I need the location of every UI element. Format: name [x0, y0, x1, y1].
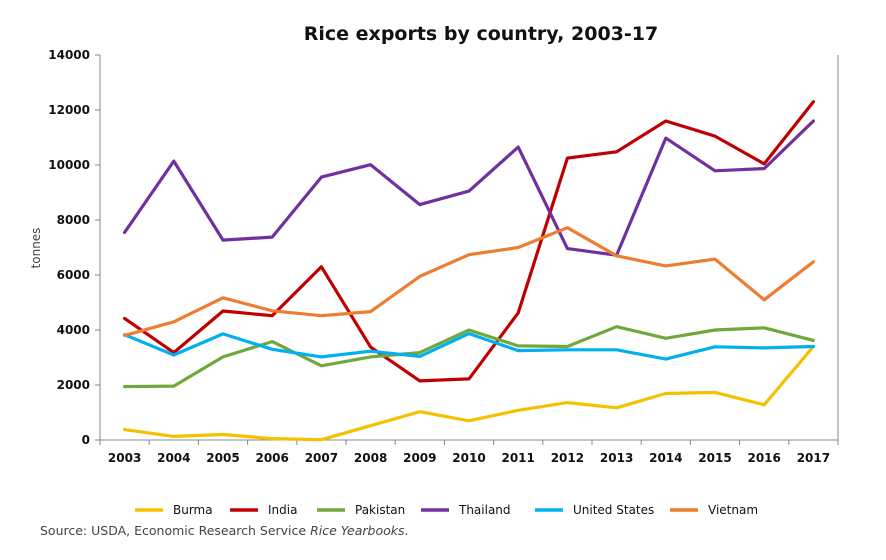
plot-area — [99, 55, 839, 441]
legend-label-vietnam: Vietnam — [708, 503, 758, 517]
y-tick-label: 0 — [82, 433, 90, 447]
source-prefix: Source: USDA, Economic Research Service — [40, 523, 311, 538]
y-tick-label: 4000 — [57, 323, 90, 337]
y-tick-label: 14000 — [48, 48, 90, 62]
x-tick-label: 2009 — [403, 451, 436, 465]
series-line-united-states — [122, 332, 816, 361]
x-tick-label: 2017 — [797, 451, 830, 465]
y-tick-label: 6000 — [57, 268, 90, 282]
x-tick-label: 2012 — [551, 451, 584, 465]
x-tick-label: 2007 — [305, 451, 338, 465]
legend-label-india: India — [268, 503, 297, 517]
x-tick-label: 2013 — [600, 451, 633, 465]
x-tick-label: 2003 — [108, 451, 141, 465]
series-line-india — [122, 100, 816, 383]
series-line-thailand — [122, 119, 816, 257]
x-tick-label: 2015 — [698, 451, 731, 465]
chart-title: Rice exports by country, 2003-17 — [304, 23, 658, 45]
series-line-vietnam — [122, 226, 816, 338]
x-tick-label: 2016 — [747, 451, 780, 465]
source-italic: Rice Yearbooks — [310, 523, 405, 538]
series-line-pakistan — [122, 325, 816, 389]
source-suffix: . — [404, 523, 409, 538]
y-tick-label: 12000 — [48, 103, 90, 117]
y-tick-label: 8000 — [57, 213, 90, 227]
legend-label-pakistan: Pakistan — [355, 503, 405, 517]
source-note: Source: USDA, Economic Research Service … — [40, 523, 409, 538]
y-tick-label: 2000 — [57, 378, 90, 392]
x-axis: 2003 2004 2005 2006 2007 2008 2009 2010 2011 2012… — [99, 440, 839, 465]
x-tick-label: 2005 — [206, 451, 239, 465]
legend: Burma India Pakistan Thailand United States V… — [135, 503, 758, 517]
x-tick-label: 2014 — [649, 451, 682, 465]
legend-label-united-states: United States — [573, 503, 654, 517]
legend-label-thailand: Thailand — [458, 503, 511, 517]
x-tick-label: 2006 — [255, 451, 288, 465]
y-tick-label: 10000 — [48, 158, 90, 172]
y-axis-label: tonnes — [29, 228, 43, 269]
x-tick-label: 2004 — [157, 451, 190, 465]
series-line-burma — [122, 344, 816, 442]
legend-label-burma: Burma — [173, 503, 213, 517]
x-tick-label: 2010 — [452, 451, 485, 465]
y-axis: 0 2000 4000 6000 8000 10000 12000 14000 — [48, 48, 100, 447]
series-lines — [122, 100, 816, 442]
x-tick-label: 2008 — [354, 451, 387, 465]
x-tick-label: 2011 — [501, 451, 534, 465]
